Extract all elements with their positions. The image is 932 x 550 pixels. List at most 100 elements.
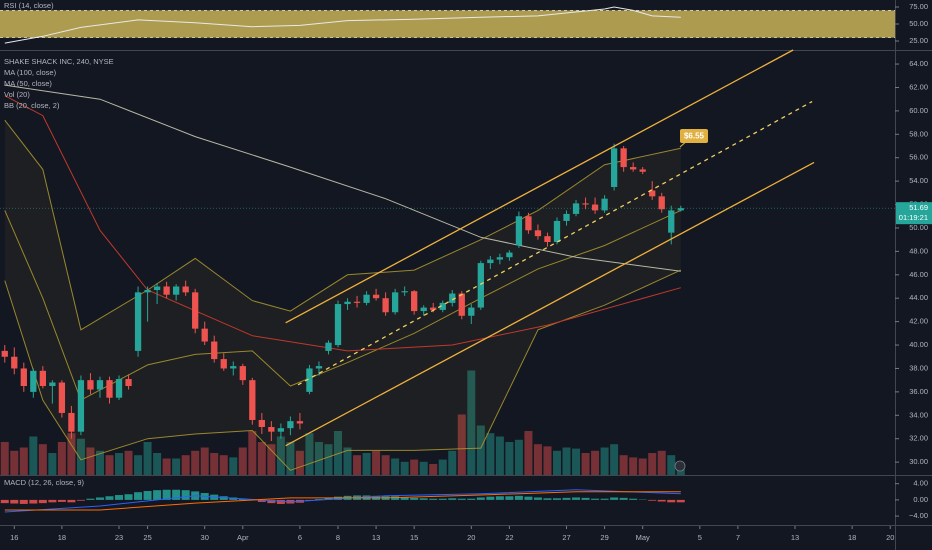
volume-bar [134, 455, 143, 475]
candle-body [344, 301, 351, 305]
y-tick-label: 30.00 [909, 457, 928, 466]
candle-body [610, 148, 618, 187]
x-tick-label: 16 [10, 533, 18, 542]
volume-bar [238, 447, 247, 475]
candle-body [534, 230, 542, 237]
macd-histogram-bar [134, 492, 143, 500]
volume-bar [381, 455, 390, 475]
macd-histogram-bar [419, 498, 428, 500]
candle-body [658, 196, 665, 210]
volume-bar [200, 447, 209, 475]
candle-body [544, 236, 551, 243]
macd-histogram-bar [105, 496, 114, 500]
volume-bar [48, 453, 57, 475]
volume-bar [610, 444, 619, 475]
macd-histogram-bar [486, 496, 495, 500]
macd-histogram-bar [162, 489, 171, 500]
volume-bar [124, 450, 133, 475]
volume-bar [667, 455, 676, 475]
x-tick-label: 20 [886, 533, 894, 542]
x-tick-label: 7 [736, 533, 740, 542]
macd-histogram-bar [95, 497, 104, 500]
candle-body [87, 380, 94, 390]
volume-bar [143, 442, 152, 475]
y-tick-label: 56.00 [909, 153, 928, 162]
x-tick-label: 22 [505, 533, 513, 542]
macd-histogram-bar [76, 499, 85, 501]
volume-bar [438, 459, 447, 475]
moving-average [4, 95, 681, 352]
y-tick-label: 75.00 [909, 2, 928, 11]
candle-body [372, 294, 380, 299]
macd-histogram-bar [619, 497, 628, 500]
chart-title: SHAKE SHACK INC, 240, NYSE [4, 57, 114, 66]
candle-body [496, 257, 504, 260]
y-tick-label: 40.00 [909, 340, 928, 349]
volume-bar [229, 457, 238, 475]
candle-body [363, 294, 370, 303]
y-tick-label: 62.00 [909, 82, 928, 91]
candle-body [391, 292, 399, 313]
candle-body [668, 210, 675, 233]
candle-body [173, 286, 180, 295]
candle-body [144, 290, 151, 293]
candle-body [630, 167, 637, 170]
volume-bar [210, 453, 219, 475]
volume-bar [400, 461, 409, 475]
volume-bar [524, 431, 533, 475]
volume-bar [248, 431, 257, 475]
candle-body [296, 421, 304, 424]
candle-body [334, 304, 342, 346]
macd-histogram-bar [667, 499, 676, 503]
volume-bar [324, 444, 333, 475]
candle-body [134, 292, 142, 351]
macd-histogram-bar [115, 495, 124, 500]
y-tick-label: 42.00 [909, 317, 928, 326]
macd-histogram-bar [467, 498, 476, 500]
macd-histogram-bar [581, 497, 590, 500]
candle-body [525, 216, 532, 231]
volume-bar [257, 442, 266, 475]
band-fill [4, 120, 681, 471]
candle-body [315, 366, 323, 369]
candle-body [353, 301, 361, 303]
y-tick-label: 50.00 [909, 19, 928, 28]
rsi-title: RSI (14, close) [4, 1, 54, 10]
macd-histogram-bar [153, 490, 162, 500]
event-icon[interactable] [674, 460, 686, 472]
bollinger-lower [4, 269, 682, 471]
macd-histogram-bar [657, 499, 666, 502]
y-tick-label: 58.00 [909, 129, 928, 138]
candle-body [211, 341, 218, 360]
bollinger-upper [4, 119, 681, 331]
candle-body [268, 426, 275, 432]
candle-body [677, 208, 684, 211]
volume-bar [619, 455, 628, 475]
candle-body [487, 259, 494, 264]
candle-body [591, 204, 599, 211]
x-tick-label: 23 [115, 533, 123, 542]
macd-histogram-bar [29, 499, 38, 504]
volume-bar [57, 442, 66, 475]
macd-histogram-bar [276, 499, 285, 504]
annotation-label: $6.55 [684, 132, 705, 141]
macd-histogram-bar [505, 496, 514, 500]
volume-bar [676, 468, 685, 475]
macd-histogram-bar [591, 498, 600, 500]
volume-bar [267, 444, 276, 475]
candle-body [258, 419, 265, 427]
volume-bar [372, 450, 381, 475]
candle-body [49, 382, 56, 387]
volume-bar [286, 442, 295, 475]
macd-histogram-bar [476, 497, 485, 500]
macd-histogram-bar [143, 490, 152, 500]
macd-histogram-bar [124, 494, 133, 500]
candle-body [1, 350, 8, 357]
macd-histogram-bar [676, 499, 685, 503]
y-tick-label: 48.00 [909, 246, 928, 255]
trendline [297, 100, 813, 386]
legend-entry: BB (20, close, 2) [4, 101, 60, 110]
x-tick-label: 25 [143, 533, 151, 542]
volume-bar [314, 442, 323, 475]
